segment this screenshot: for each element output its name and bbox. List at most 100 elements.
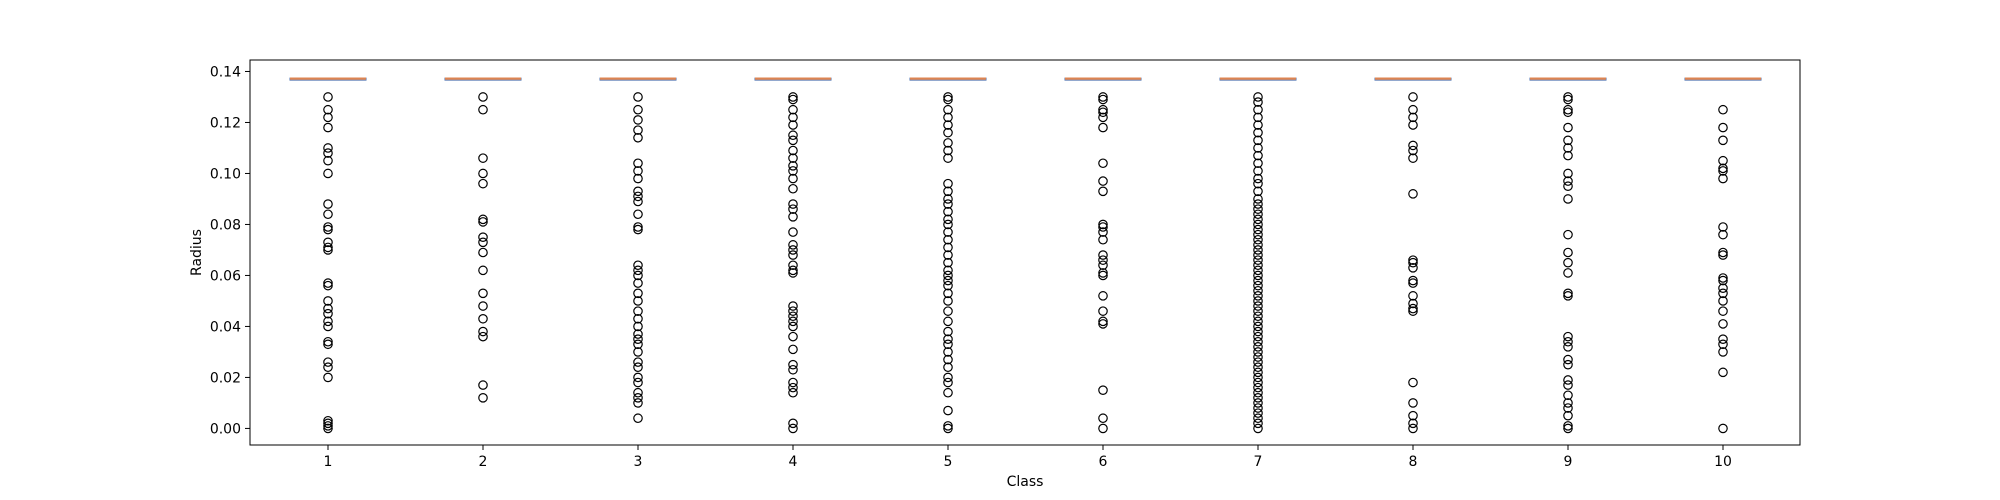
outlier-point xyxy=(943,421,953,431)
outlier-point xyxy=(1253,178,1263,189)
outlier-point xyxy=(1098,234,1108,245)
x-tick-label: 4 xyxy=(789,454,798,470)
outlier-point xyxy=(1408,303,1418,314)
outlier-point xyxy=(788,382,798,393)
outlier-point xyxy=(1563,375,1573,385)
outlier-point xyxy=(1253,97,1263,107)
outlier-point xyxy=(1563,257,1573,268)
outlier-point xyxy=(1253,214,1263,225)
outlier-point xyxy=(788,306,798,316)
outlier-point xyxy=(1253,291,1263,301)
outlier-point xyxy=(1253,357,1263,367)
outlier-point xyxy=(943,219,953,230)
outlier-point xyxy=(943,339,953,350)
outlier-point xyxy=(323,357,333,367)
outlier-point xyxy=(943,242,953,253)
outlier-point xyxy=(633,377,643,388)
outlier-point xyxy=(633,196,643,207)
outlier-point xyxy=(1253,403,1263,413)
outlier-point xyxy=(1253,158,1263,169)
outlier-point xyxy=(943,387,953,398)
outlier-point xyxy=(1098,268,1108,278)
x-tick-label: 8 xyxy=(1409,454,1418,470)
outlier-point xyxy=(1563,410,1573,421)
outlier-point xyxy=(1408,255,1418,265)
outlier-point xyxy=(1253,112,1263,123)
outlier-point xyxy=(1563,390,1573,401)
outlier-point xyxy=(478,232,488,243)
outlier-point xyxy=(1563,94,1573,105)
outlier-point xyxy=(633,125,643,135)
outlier-point xyxy=(788,173,798,184)
outlier-point xyxy=(1098,227,1108,237)
outlier-point xyxy=(1253,301,1263,311)
outlier-point xyxy=(1098,306,1108,316)
outlier-point xyxy=(1563,168,1573,179)
x-axis-label: Class xyxy=(1007,474,1044,490)
y-axis-label: Radius xyxy=(189,229,205,276)
outlier-point xyxy=(788,377,798,388)
outlier-point xyxy=(323,308,333,319)
outlier-point xyxy=(633,173,643,184)
outlier-point xyxy=(943,250,953,260)
outlier-point xyxy=(1563,354,1573,365)
outlier-point xyxy=(1253,229,1263,240)
outlier-point xyxy=(1253,372,1263,383)
outlier-point xyxy=(323,362,333,373)
outlier-point xyxy=(788,166,798,176)
outlier-point xyxy=(1563,421,1573,431)
outlier-point xyxy=(633,357,643,367)
outlier-point xyxy=(323,316,333,327)
outlier-point xyxy=(788,321,798,332)
outlier-point xyxy=(943,178,953,189)
outlier-point xyxy=(633,209,643,220)
x-tick-label: 3 xyxy=(634,454,643,470)
outlier-point xyxy=(1253,135,1263,146)
outlier-point xyxy=(943,120,953,130)
outlier-point xyxy=(633,158,643,169)
outlier-point xyxy=(943,405,953,416)
outlier-point xyxy=(478,380,488,390)
outlier-point xyxy=(1253,331,1263,342)
outlier-point xyxy=(1098,222,1108,232)
outlier-point xyxy=(1408,153,1418,163)
x-tick-label: 2 xyxy=(479,454,488,470)
y-tick-label: 0.02 xyxy=(210,370,241,386)
y-tick-label: 0.12 xyxy=(210,115,241,131)
outlier-point xyxy=(478,217,488,227)
outlier-point xyxy=(633,278,643,288)
outlier-point xyxy=(478,168,488,179)
outlier-point xyxy=(633,398,643,408)
outlier-point xyxy=(633,260,643,271)
outlier-point xyxy=(1098,316,1108,327)
outlier-point xyxy=(788,199,798,209)
outlier-point xyxy=(633,306,643,316)
outlier-point xyxy=(323,418,333,429)
plot-area xyxy=(289,77,1762,434)
box-group-class-10 xyxy=(1684,77,1762,434)
outlier-point xyxy=(1408,189,1418,199)
outlier-point xyxy=(1563,229,1573,240)
outlier-point xyxy=(1253,311,1263,322)
outlier-point xyxy=(633,347,643,357)
box-group-class-1 xyxy=(289,77,367,434)
outlier-point xyxy=(1408,410,1418,421)
outlier-point xyxy=(633,115,643,125)
outlier-point xyxy=(788,245,798,255)
outlier-point xyxy=(478,393,488,403)
outlier-point xyxy=(788,112,798,123)
outlier-point xyxy=(1718,275,1728,286)
x-tick-label: 1 xyxy=(324,454,333,470)
outlier-point xyxy=(788,212,798,222)
outlier-point xyxy=(1098,186,1108,197)
outlier-point xyxy=(633,387,643,398)
outlier-point xyxy=(1253,120,1263,130)
outlier-point xyxy=(1563,380,1573,390)
outlier-point xyxy=(1253,270,1263,281)
outlier-point xyxy=(323,222,333,232)
outlier-point xyxy=(478,313,488,324)
outlier-point xyxy=(1253,194,1263,204)
outlier-point xyxy=(633,372,643,383)
outlier-point xyxy=(1253,280,1263,291)
